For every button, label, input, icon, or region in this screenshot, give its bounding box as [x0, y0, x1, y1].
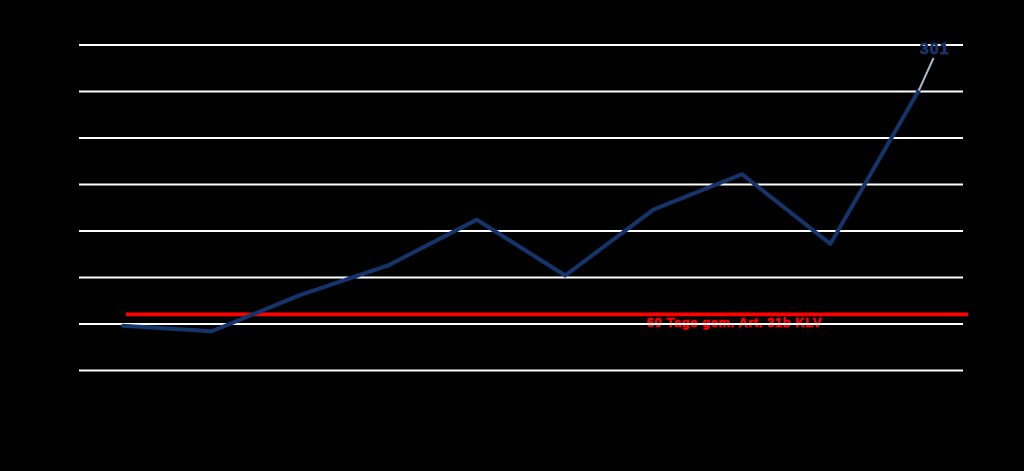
- svg-text:301: 301: [920, 41, 950, 58]
- svg-text:60 Tage gem. Art. 31b KLV: 60 Tage gem. Art. 31b KLV: [647, 315, 822, 330]
